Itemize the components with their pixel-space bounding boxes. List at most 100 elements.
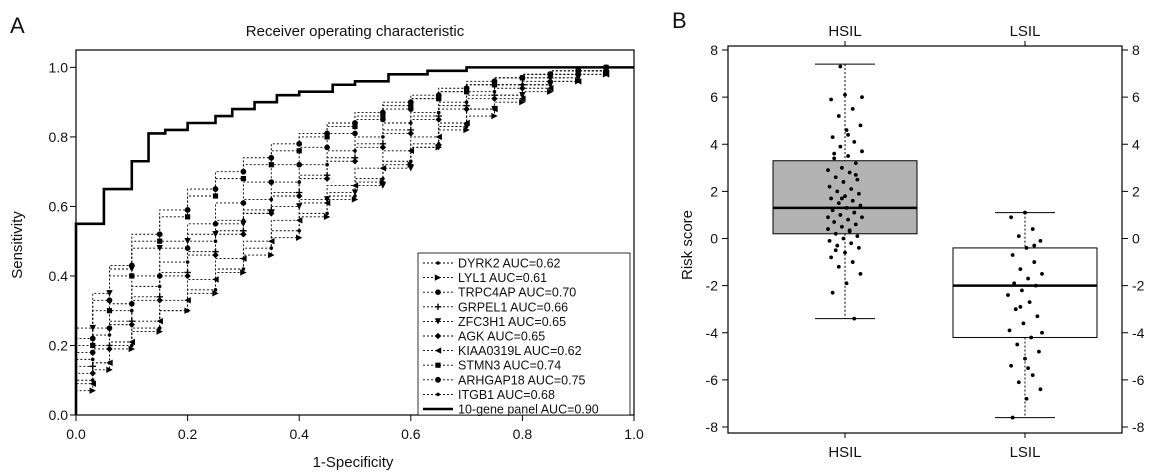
data-point (351, 189, 359, 196)
data-point (434, 347, 442, 354)
legend-item: ITGB1 AUC=0.68 (423, 388, 555, 402)
data-point (850, 260, 855, 264)
data-point (212, 276, 219, 283)
data-point (323, 175, 331, 182)
data-point (491, 78, 498, 85)
legend-item: GRPEL1 AUC=0.66 (423, 300, 568, 314)
data-point (858, 123, 863, 128)
data-point (1040, 271, 1044, 276)
data-point (1037, 349, 1041, 354)
legend-item: ARHGAP18 AUC=0.75 (423, 373, 586, 387)
panel-b-ylabel: Risk score (679, 210, 696, 280)
data-point (836, 201, 841, 206)
data-point (852, 210, 857, 215)
data-point (184, 207, 191, 213)
data-point (1010, 415, 1015, 420)
data-point (184, 272, 191, 280)
data-point (184, 307, 191, 314)
data-point (840, 165, 844, 170)
data-point (844, 128, 849, 133)
panel-a-label: A (10, 13, 25, 38)
data-point (833, 231, 838, 236)
data-point (827, 184, 832, 189)
data-point (89, 349, 96, 356)
data-point (853, 161, 858, 166)
data-point (1030, 227, 1035, 231)
data-point (519, 91, 526, 99)
legend-label: ZFC3H1 AUC=0.65 (458, 315, 566, 329)
roc-curve (75, 66, 634, 415)
data-point (1038, 387, 1043, 392)
data-point (519, 98, 526, 106)
data-point (830, 208, 835, 213)
data-point (604, 69, 608, 73)
data-point (832, 220, 837, 224)
data-point (89, 370, 96, 377)
data-point (434, 274, 442, 281)
data-point (435, 133, 442, 141)
data-point (269, 246, 274, 250)
data-point (156, 244, 163, 252)
data-point (463, 119, 470, 127)
data-point (1009, 215, 1013, 220)
bottom-category-label: HSIL (828, 444, 861, 461)
y-tick-label-right: 6 (1132, 89, 1140, 105)
legend-label: GRPEL1 AUC=0.66 (458, 300, 568, 314)
top-category-label: LSIL (1010, 23, 1041, 40)
data-point (575, 74, 582, 82)
data-point (829, 196, 833, 201)
data-point (519, 95, 526, 102)
y-tick-label-left: 4 (710, 136, 718, 152)
legend-label: TRPC4AP AUC=0.70 (458, 286, 576, 300)
data-point (156, 231, 163, 238)
data-point (860, 95, 864, 100)
data-point (826, 168, 830, 173)
data-point (829, 255, 833, 260)
data-point (324, 130, 331, 137)
data-point (436, 261, 440, 265)
data-point (212, 221, 219, 227)
roc-plot: 0.0 0.2 0.4 0.6 0.8 1.0 0.0 0.2 0.4 0.6 0.8 1.0 DYRK… (49, 49, 644, 442)
data-point (268, 154, 275, 161)
data-point (857, 246, 861, 250)
data-point (844, 205, 849, 210)
data-point (841, 180, 846, 184)
data-point (1006, 293, 1010, 297)
data-point (379, 164, 387, 172)
x-tick-label: 0.4 (289, 426, 309, 442)
data-point (835, 243, 840, 248)
y-tick-label-right: 8 (1132, 42, 1140, 58)
box-hsil: HSIL HSIL (772, 23, 918, 461)
data-point (324, 134, 330, 140)
data-point (1024, 396, 1029, 401)
data-point (107, 333, 112, 337)
data-point (858, 203, 863, 208)
legend-item: AGK AUC=0.65 (423, 330, 545, 344)
data-point (1035, 314, 1040, 319)
data-point (833, 175, 838, 180)
data-point (575, 78, 582, 85)
data-point (838, 64, 843, 69)
data-point (353, 149, 357, 153)
data-point (1024, 246, 1029, 250)
data-point (241, 218, 246, 223)
data-point (129, 273, 135, 279)
data-point (836, 114, 841, 118)
box-lsil: LSIL LSIL (952, 23, 1098, 461)
y-tick-label-left: -4 (706, 325, 719, 341)
data-point (381, 176, 385, 181)
data-point (130, 308, 134, 313)
y-tick-label: 0.8 (49, 129, 69, 145)
data-point (212, 193, 219, 199)
data-point (407, 99, 414, 106)
y-tick-label-left: 8 (710, 42, 718, 58)
panel-a-ylabel: Sensitivity (9, 211, 26, 279)
data-point (435, 376, 441, 383)
data-point (436, 392, 440, 397)
data-point (156, 273, 163, 279)
y-tick-label-left: 6 (710, 89, 718, 105)
data-point (128, 321, 135, 328)
data-point (827, 238, 832, 243)
data-point (268, 210, 275, 217)
